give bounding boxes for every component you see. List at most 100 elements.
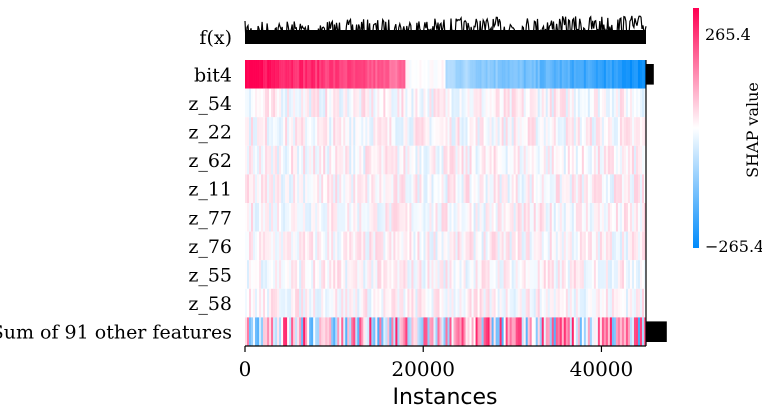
heatmap-cell (291, 288, 294, 318)
heatmap-cell (543, 260, 547, 289)
heatmap-cell (421, 88, 424, 118)
heatmap-cell (565, 117, 569, 146)
heatmap-cell (379, 88, 382, 118)
heatmap-cell (303, 117, 306, 146)
heatmap-cell (465, 288, 468, 318)
heatmap-cell (503, 231, 506, 261)
heatmap-cell (537, 260, 541, 289)
heatmap-cell (353, 317, 356, 346)
heatmap-cell (589, 317, 593, 346)
heatmap-cell (521, 117, 524, 146)
heatmap-cell (581, 145, 585, 175)
heatmap-cell (483, 288, 486, 318)
heatmap-cell (387, 145, 390, 175)
heatmap-cell (503, 117, 506, 146)
x-tick-label: 0 (239, 357, 252, 381)
heatmap-cell (619, 288, 623, 318)
heatmap-cell (339, 145, 342, 175)
heatmap-cell (475, 231, 478, 261)
heatmap-cell (297, 288, 300, 318)
heatmap-cell (521, 60, 524, 89)
heatmap-cell (339, 231, 342, 261)
heatmap-cell (585, 231, 589, 261)
heatmap-cell (421, 174, 424, 203)
heatmap-cell (381, 60, 384, 89)
feature-label-2: z_22 (188, 122, 232, 144)
heatmap-cell (525, 203, 528, 232)
heatmap-cell (285, 260, 288, 289)
heatmap-cell (293, 231, 296, 261)
heatmap-cell (485, 174, 488, 203)
heatmap-cell (481, 145, 484, 175)
heatmap-cell (601, 317, 605, 346)
heatmap-cell (419, 203, 422, 232)
heatmap-cell (557, 88, 561, 118)
heatmap-cell (287, 317, 290, 346)
heatmap-cell (257, 145, 260, 175)
heatmap-cell (395, 174, 398, 203)
heatmap-cell (363, 145, 366, 175)
heatmap-cell (477, 88, 480, 118)
heatmap-cell (539, 288, 543, 318)
heatmap-cell (575, 145, 579, 175)
heatmap-cell (387, 88, 390, 118)
heatmap-cell (517, 231, 520, 261)
heatmap-cell (307, 60, 310, 89)
heatmap-cell (401, 231, 404, 261)
heatmap-cell (489, 288, 492, 318)
heatmap-cell (555, 60, 559, 89)
heatmap-cell (575, 317, 579, 346)
heatmap-cell (567, 231, 571, 261)
heatmap-cell (529, 117, 533, 146)
heatmap-cell (453, 174, 456, 203)
heatmap-cell (571, 288, 575, 318)
heatmap-cell (335, 117, 338, 146)
heatmap-cell (419, 117, 422, 146)
heatmap-cell (629, 203, 633, 232)
heatmap-cell (545, 145, 549, 175)
heatmap-cell (567, 145, 571, 175)
heatmap-cell (339, 88, 342, 118)
heatmap-cell (525, 231, 528, 261)
heatmap-cell (471, 231, 474, 261)
heatmap-cell (363, 117, 366, 146)
heatmap-cell (375, 317, 378, 346)
heatmap-cell (321, 231, 324, 261)
heatmap-cell (503, 145, 506, 175)
heatmap-cell (517, 145, 520, 175)
heatmap-cell (375, 260, 378, 289)
heatmap-cell (435, 145, 438, 175)
heatmap-cell (641, 231, 645, 261)
heatmap-cell (283, 317, 286, 346)
heatmap-cell (329, 317, 332, 346)
heatmap-cell (315, 231, 318, 261)
heatmap-cell (481, 231, 484, 261)
heatmap-cell (611, 88, 615, 118)
heatmap-cell (307, 88, 310, 118)
heatmap-cell (277, 317, 280, 346)
heatmap-cell (461, 203, 464, 232)
heatmap-cell (609, 260, 613, 289)
heatmap-cell (549, 231, 553, 261)
heatmap-cell (325, 174, 328, 203)
heatmap-cell (531, 145, 535, 175)
heatmap-cell (439, 145, 442, 175)
heatmap-cell (627, 174, 631, 203)
heatmap-cell (339, 260, 342, 289)
heatmap-cell (345, 60, 348, 89)
heatmap-cell (429, 88, 432, 118)
heatmap-cell (315, 174, 318, 203)
heatmap-cell (389, 203, 392, 232)
heatmap-cell (527, 317, 530, 346)
heatmap-cell (427, 260, 430, 289)
heatmap-cell (293, 174, 296, 203)
heatmap-cell (597, 231, 601, 261)
heatmap-cell (319, 60, 322, 89)
heatmap-cell (335, 231, 338, 261)
heatmap-cell (561, 231, 565, 261)
heatmap-cell (251, 260, 254, 289)
heatmap-cell (603, 260, 607, 289)
heatmap-cell (403, 88, 406, 118)
heatmap-cell (509, 60, 512, 89)
heatmap-cell (459, 88, 462, 118)
